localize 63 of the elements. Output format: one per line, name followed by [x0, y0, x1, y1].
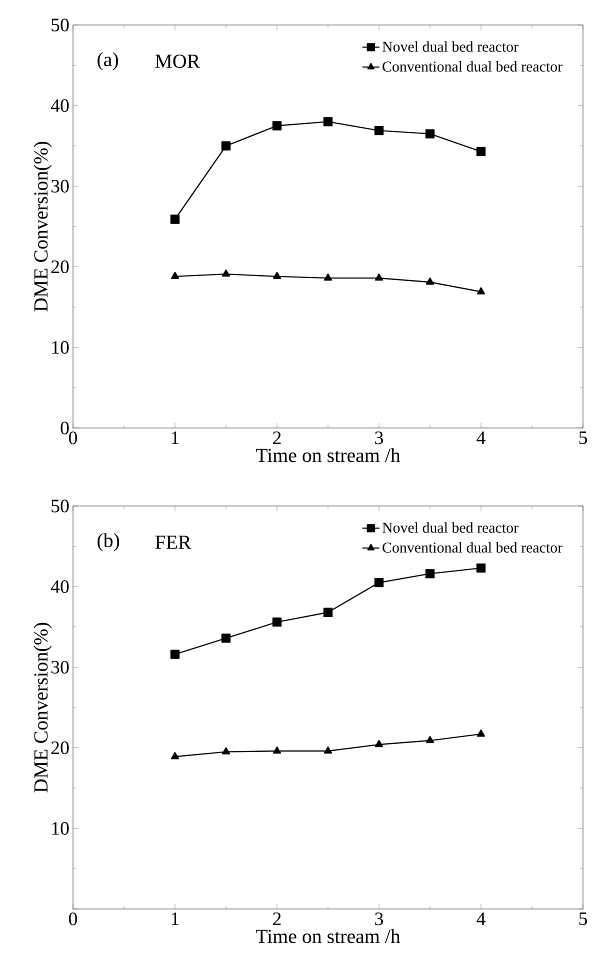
point — [324, 273, 332, 281]
y-tick-label: 40 — [50, 580, 69, 593]
point — [476, 563, 486, 573]
point — [170, 752, 180, 760]
annotation: MOR — [155, 54, 200, 68]
point — [324, 746, 332, 754]
x-tick-label: 5 — [579, 432, 587, 444]
annotation: (a) — [98, 52, 118, 70]
y-tick-label: 10 — [52, 822, 69, 835]
point — [426, 736, 434, 744]
x-tick-label: 4 — [476, 912, 486, 925]
point — [272, 121, 282, 130]
legend-label: Conventional dual bed reactor — [382, 61, 562, 72]
point — [374, 578, 384, 588]
annotation: FER — [155, 536, 192, 549]
point — [222, 269, 230, 277]
point — [222, 747, 230, 754]
y-tick-label: 10 — [52, 341, 69, 354]
point — [476, 146, 486, 156]
y-tick-label: 30 — [51, 660, 69, 674]
point — [425, 569, 435, 578]
x-tick-label: 0 — [68, 432, 78, 444]
point — [221, 141, 231, 150]
point — [374, 740, 384, 748]
point — [323, 608, 333, 617]
point — [170, 214, 180, 224]
y-tick-label: 20 — [51, 741, 69, 754]
y-tick-label: 40 — [50, 99, 69, 112]
x-tick-label: 0 — [68, 912, 78, 926]
x-axis-title: Time on stream /h — [256, 929, 400, 944]
point — [476, 287, 486, 294]
x-tick-label: 3 — [375, 432, 383, 444]
x-tick-label: 4 — [476, 432, 486, 444]
y-tick-label: 0 — [60, 422, 69, 434]
point — [425, 129, 435, 138]
legend-label: Conventional dual bed reactor — [382, 542, 562, 553]
point — [426, 278, 434, 285]
point — [221, 634, 231, 643]
x-tick-label: 1 — [172, 432, 179, 444]
point — [272, 617, 282, 627]
x-tick-label: 2 — [273, 912, 281, 926]
point — [272, 746, 282, 754]
y-tick-label: 30 — [51, 180, 69, 193]
point — [374, 273, 384, 281]
y-axis-title: DME Conversion(%) — [34, 142, 52, 312]
y-tick-label: 50 — [52, 18, 69, 32]
y-tick-label: 50 — [52, 500, 69, 512]
point — [170, 272, 180, 280]
y-axis-title: DME Conversion(%) — [34, 622, 52, 792]
x-axis-title: Time on stream /h — [256, 448, 400, 462]
point — [170, 650, 180, 659]
annotation: (b) — [98, 533, 120, 552]
point — [272, 272, 282, 280]
x-tick-label: 5 — [579, 912, 587, 926]
point — [374, 126, 384, 136]
legend-label: Novel dual bed reactor — [382, 522, 518, 533]
x-tick-label: 2 — [273, 432, 281, 444]
y-tick-label: 20 — [51, 260, 69, 274]
point — [323, 117, 333, 126]
x-tick-label: 1 — [172, 912, 179, 926]
legend-label: Novel dual bed reactor — [382, 41, 518, 52]
point — [476, 729, 486, 737]
x-tick-label: 3 — [375, 912, 383, 926]
